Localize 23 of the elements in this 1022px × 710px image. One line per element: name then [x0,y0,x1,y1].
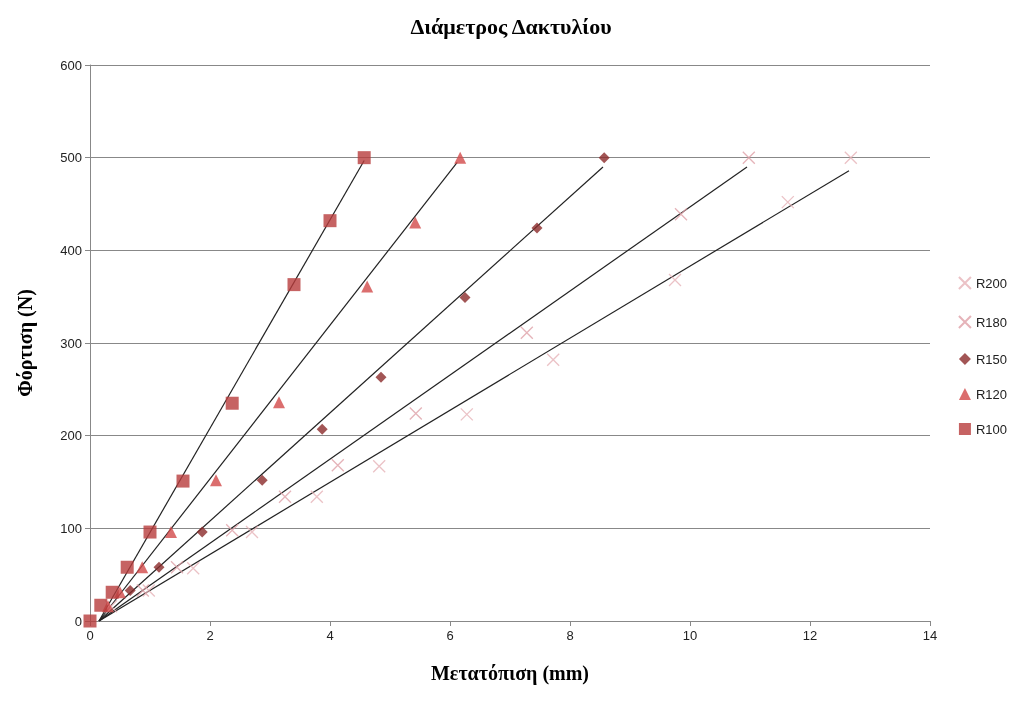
y-tick-label: 300 [60,335,82,351]
y-tick-label: 600 [60,57,82,73]
x-tick-label: 6 [446,628,454,643]
y-tick-label: 100 [60,520,82,536]
x-tick-label: 12 [802,628,818,643]
x-tick-label: 8 [566,628,574,643]
x-tick-label: 14 [922,628,938,643]
legend-label: R150 [975,351,1007,367]
legend-label: R120 [975,386,1007,402]
x-tick-label: 10 [682,628,698,643]
legend-label: R180 [975,314,1007,330]
chart-title: Διάμετρος Δακτυλίου [410,13,612,39]
y-tick-label: 500 [60,150,82,166]
y-tick-label: 0 [74,613,82,629]
x-tick-label: 0 [86,628,94,643]
y-tick-label: 200 [60,428,82,444]
x-tick-label: 2 [206,628,214,643]
x-axis-title: Μετατόπιση (mm) [430,662,590,685]
y-axis-title: Φόρτιση (N) [14,289,37,397]
x-tick-label: 4 [326,628,334,643]
legend-label: R200 [975,275,1007,291]
y-tick-label: 400 [60,242,82,258]
legend-label: R100 [975,421,1007,437]
